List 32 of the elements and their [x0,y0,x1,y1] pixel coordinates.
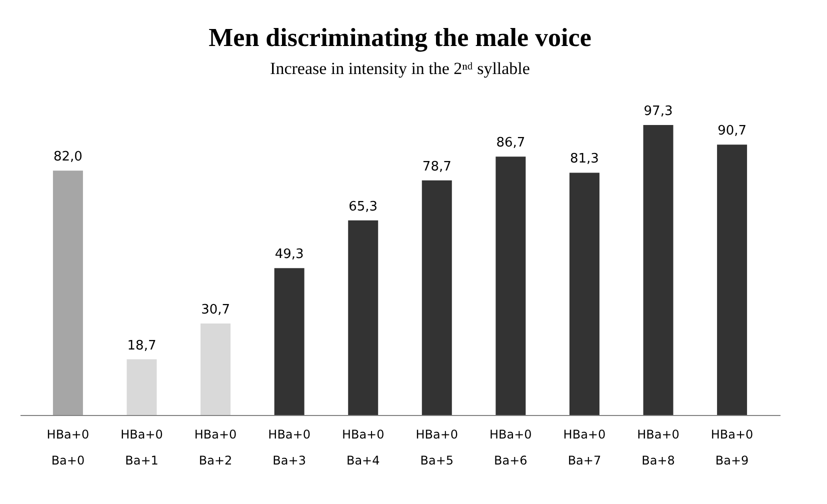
x-tick-label: HBa+0 Ba+6 [490,428,532,468]
bar [274,268,304,415]
data-label: 86,7 [496,136,526,151]
bar [126,359,157,415]
x-tick-label: HBa+0 Ba+1 [120,428,163,468]
data-label: 30,7 [201,302,230,318]
data-label: 49,3 [274,247,304,262]
bar [200,324,231,415]
data-label: 81,3 [570,152,599,167]
bar [422,180,452,415]
bar [569,172,600,415]
bar [52,170,83,415]
bar [348,220,378,415]
chart-subtitle: Increase in intensity in the 2ⁿᵈ syllable [270,59,530,78]
x-tick-label: HBa+0 Ba+2 [194,428,237,468]
x-tick-label: HBa+0 Ba+0 [46,428,90,468]
bar [496,156,526,415]
chart-title: Men discriminating the male voice [208,23,592,52]
data-label: 78,7 [422,159,452,174]
data-label: 18,7 [127,338,156,354]
bar [643,125,674,415]
x-tick-label: HBa+0 Ba+7 [563,428,606,468]
x-tick-label: HBa+0 Ba+3 [268,428,310,468]
data-label: 82,0 [53,150,82,165]
data-label: 97,3 [644,104,673,119]
x-tick-label: HBa+0 Ba+4 [342,428,384,468]
data-label: 90,7 [718,124,747,139]
x-tick-label: HBa+0 Ba+8 [637,428,680,468]
data-label: 65,3 [348,199,378,214]
x-tick-label: HBa+0 Ba+9 [710,428,754,468]
bar [717,144,748,415]
x-tick-label: HBa+0 Ba+5 [416,428,458,468]
